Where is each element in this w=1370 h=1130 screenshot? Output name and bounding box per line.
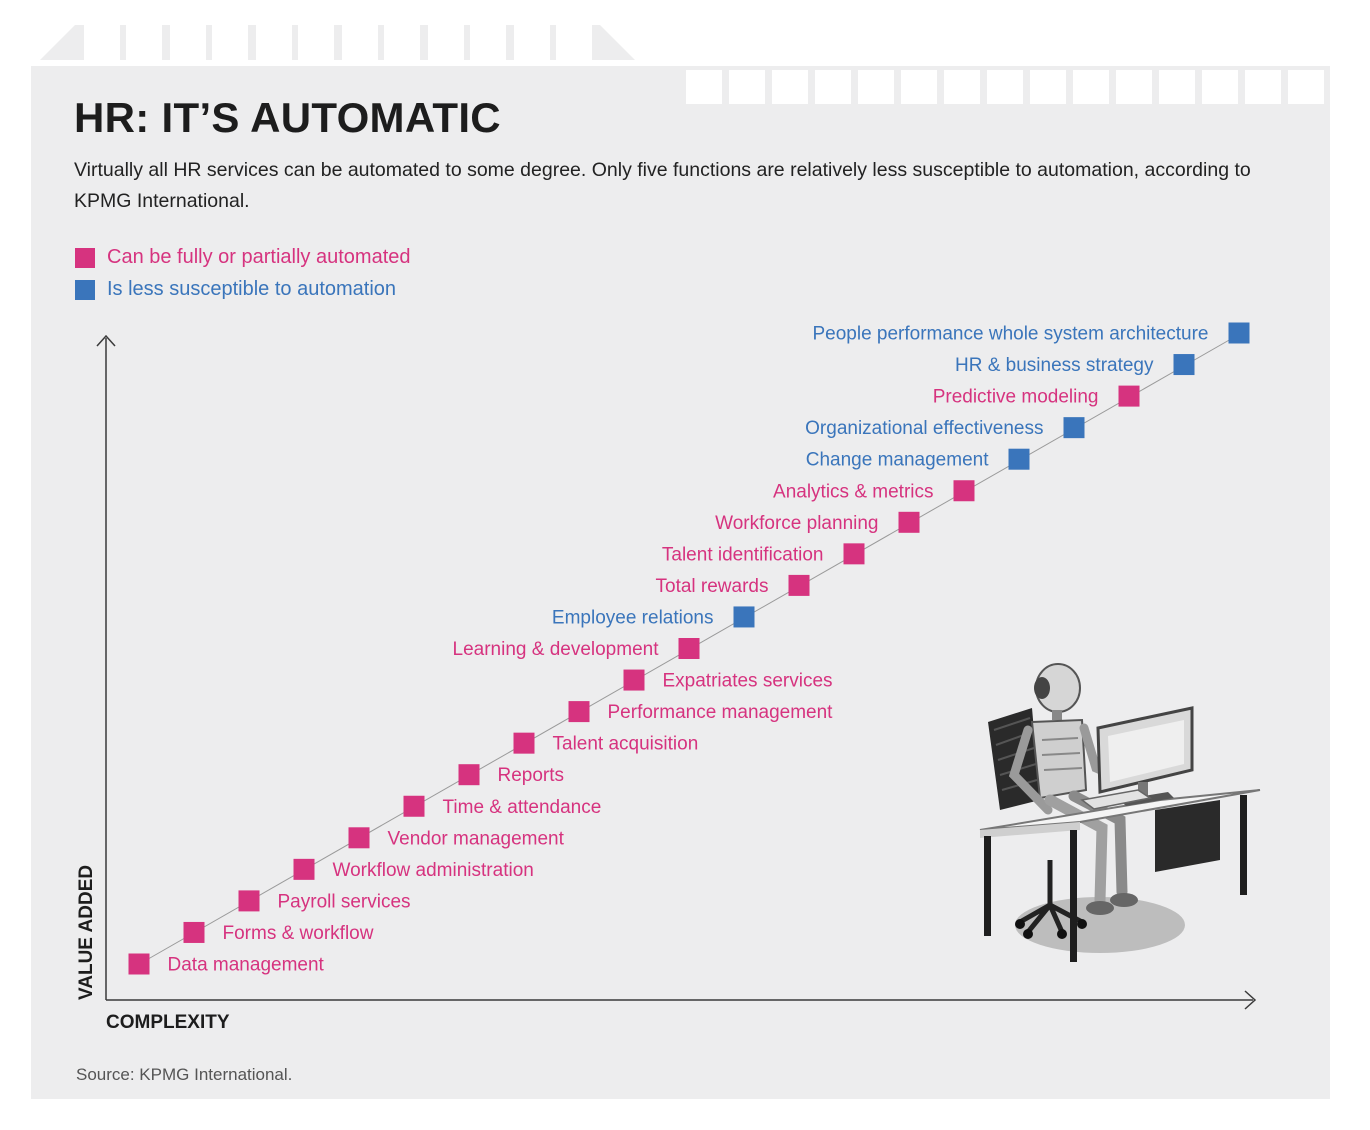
data-point-label: Time & attendance [443,797,602,818]
data-point-label: Talent acquisition [553,734,699,755]
data-point-label: Vendor management [388,828,565,849]
data-point-marker [1228,322,1250,344]
data-point-marker [733,606,755,628]
data-point-label: Talent identification [662,544,824,565]
robot-at-computer-illustration [979,663,1261,962]
data-point-label: Expatriates services [663,671,833,692]
chart-subtitle: Virtually all HR services can be automat… [74,159,1251,212]
data-points: Data management Forms & workflow Payroll s… [128,322,1250,976]
data-point-label: Workflow administration [333,860,534,881]
source-note: Source: KPMG International. [76,1065,293,1084]
data-point-label: Performance management [608,702,834,723]
data-point-marker [458,764,480,786]
data-point-label: Learning & development [453,639,660,660]
data-point-label: Payroll services [278,891,411,912]
data-point-label: Workforce planning [715,513,878,534]
legend-swatch-automated [75,247,95,268]
legend-label-less-susceptible: Is less susceptible to automation [107,278,397,300]
data-point-marker [623,669,645,691]
data-point-marker [128,953,150,975]
decorative-frame-top [40,25,635,60]
data-point-marker [1118,385,1140,407]
legend-item-less-susceptible: Is less susceptible to automation [75,278,396,301]
data-point-label: HR & business strategy [955,355,1154,376]
data-point-label: People performance whole system architec… [812,324,1208,345]
data-point-marker [1173,354,1195,376]
legend-swatch-less-susceptible [75,279,95,300]
y-axis-arrow-icon [96,334,116,347]
data-point-label: Reports [498,765,565,786]
decorative-frame-steps [635,66,1330,105]
data-point-marker [1063,417,1085,439]
data-point-marker [348,827,370,849]
data-point-marker [678,638,700,659]
data-point-marker [403,795,425,817]
x-axis-arrow-icon [1244,990,1257,1010]
data-point-marker [788,574,810,596]
data-point-marker [843,543,865,565]
data-point-label: Data management [168,955,325,976]
data-point-label: Employee relations [552,607,714,628]
y-axis-label: VALUE ADDED [76,865,97,1000]
data-point-marker [183,921,205,943]
data-point-marker [513,732,535,754]
data-point-marker [898,511,920,533]
data-point-label: Change management [806,450,989,471]
legend-item-automated: Can be fully or partially automated [75,246,411,269]
data-point-marker [953,480,975,502]
legend-label-automated: Can be fully or partially automated [107,246,411,268]
chart-title: HR: IT’S AUTOMATIC [74,94,501,141]
chart-axes: VALUE ADDED COMPLEXITY [76,334,1257,1033]
data-point-label: Total rewards [656,576,769,597]
x-axis-label: COMPLEXITY [106,1012,230,1033]
data-point-label: Predictive modeling [933,387,1099,408]
data-point-label: Organizational effectiveness [805,418,1043,439]
data-point-label: Analytics & metrics [773,481,933,502]
data-point-label: Forms & workflow [223,923,374,944]
data-point-marker [1008,448,1030,470]
data-point-marker [293,858,315,880]
data-point-marker [568,701,590,723]
data-point-marker [238,890,260,912]
